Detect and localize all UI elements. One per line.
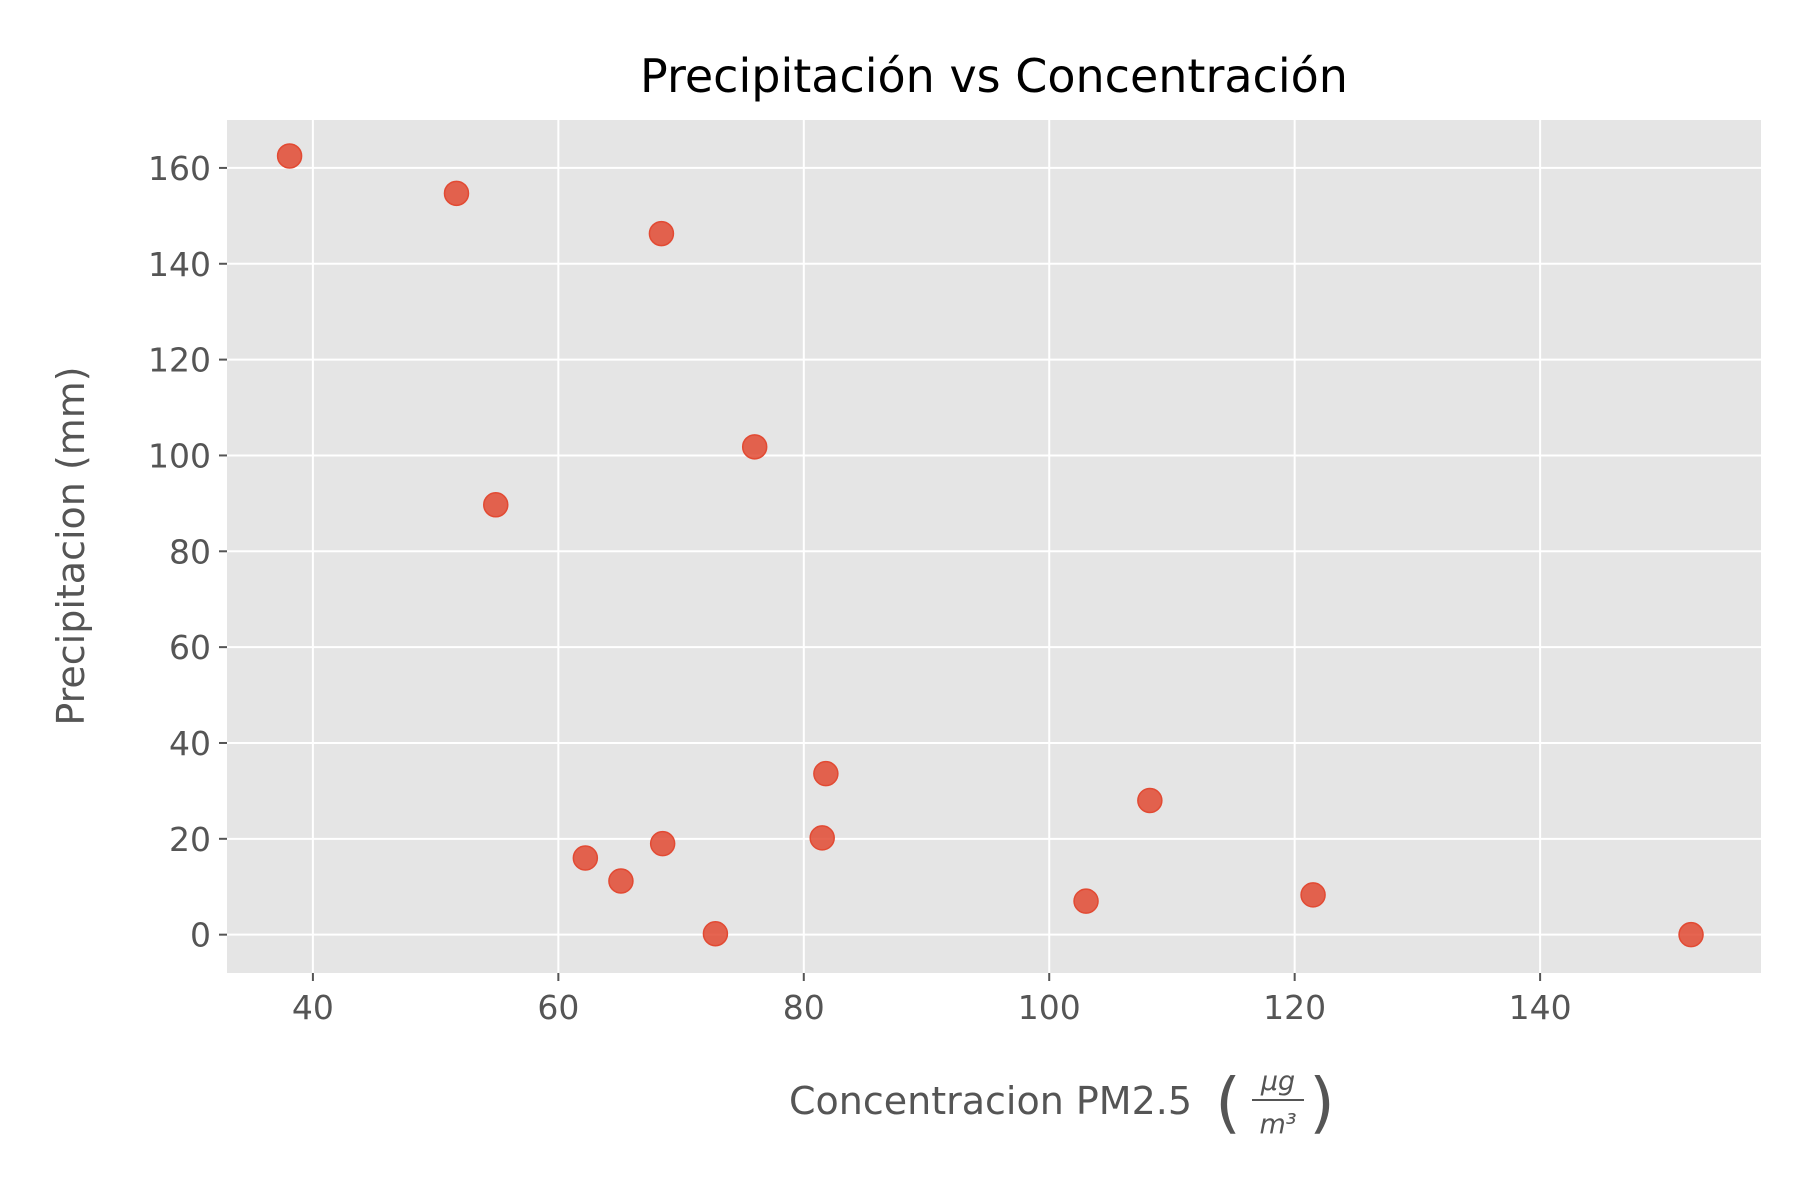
y-tick-label: 160	[148, 149, 211, 188]
unit-denominator: m³	[1259, 1109, 1296, 1140]
data-point	[1073, 888, 1099, 914]
x-tick-label: 100	[1018, 988, 1081, 1027]
x-axis-label: Concentracion PM2.5 ( μg m³ )	[789, 1064, 1335, 1141]
data-point	[813, 760, 839, 787]
data-point	[483, 492, 509, 518]
data-point	[276, 143, 303, 169]
x-tick-label: 80	[783, 988, 825, 1027]
unit-numerator: μg	[1260, 1066, 1295, 1097]
data-point	[1678, 921, 1704, 948]
data-point	[741, 434, 768, 460]
data-point	[702, 920, 729, 947]
data-point	[809, 825, 835, 851]
data-point	[649, 830, 676, 857]
plot-area	[227, 120, 1761, 973]
chart-title: Precipitación vs Concentración	[640, 49, 1348, 103]
y-tick-label: 60	[169, 628, 211, 667]
y-tick-label: 100	[148, 436, 211, 475]
grid-lines	[227, 120, 1761, 973]
y-tick-label: 40	[169, 724, 211, 763]
data-point	[648, 220, 675, 247]
unit-right-paren: )	[1309, 1064, 1335, 1141]
data-point	[572, 845, 599, 871]
data-point	[443, 180, 470, 207]
y-tick-label: 120	[148, 341, 211, 380]
unit-left-paren: (	[1215, 1064, 1241, 1141]
data-point	[608, 868, 634, 894]
x-tick-label: 120	[1263, 988, 1326, 1027]
x-axis-label-text: Concentracion PM2.5	[789, 1079, 1192, 1123]
x-tick-label: 40	[292, 988, 334, 1027]
x-tick-label: 140	[1509, 988, 1572, 1027]
data-point	[1300, 882, 1326, 908]
data-point	[1137, 787, 1163, 814]
y-axis-label: Precipitacion (mm)	[49, 366, 93, 725]
y-tick-label: 20	[169, 820, 211, 859]
y-tick-label: 140	[148, 245, 211, 284]
x-tick-label: 60	[537, 988, 579, 1027]
data-points	[276, 143, 1704, 948]
axis-ticks: 40 60 80 100 120 140 0 20 40 60 80 100 120 140 160	[148, 149, 1572, 1027]
y-tick-label: 0	[190, 916, 211, 955]
y-tick-label: 80	[169, 532, 211, 571]
